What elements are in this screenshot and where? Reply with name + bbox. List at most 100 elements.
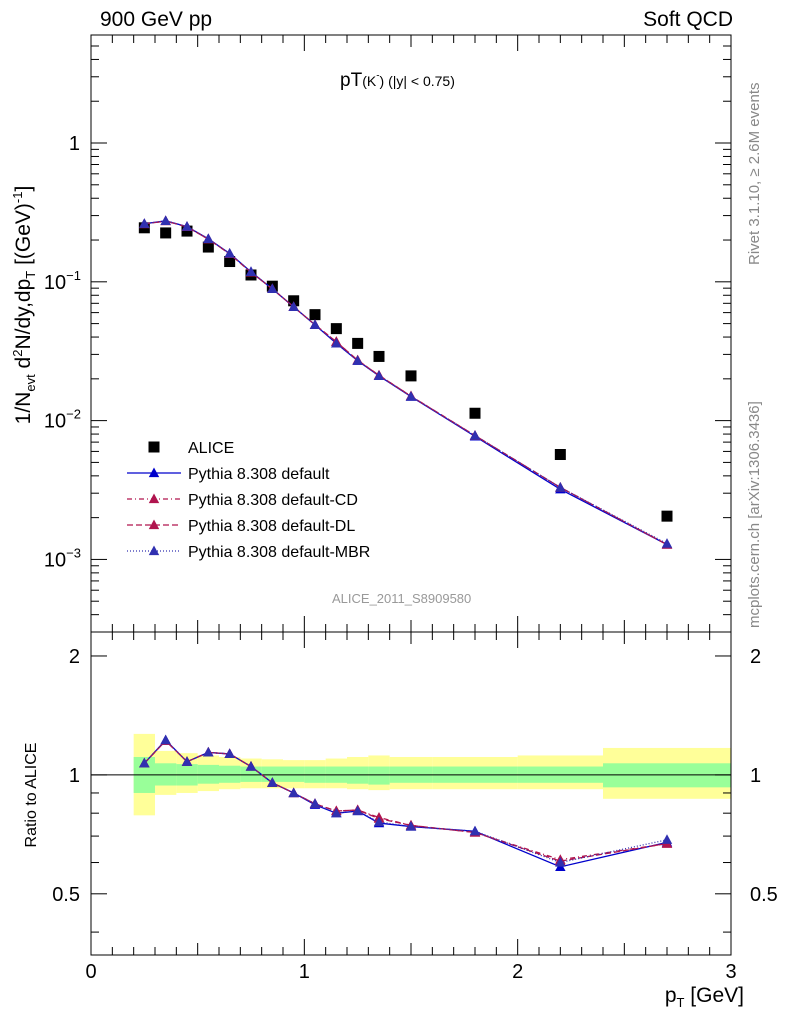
header-left-label: 900 GeV pp <box>100 8 213 31</box>
analysis-watermark: ALICE_2011_S8909580 <box>332 591 472 606</box>
ratio-plot-series <box>139 734 673 871</box>
data-point <box>309 309 321 321</box>
data-point <box>224 256 236 268</box>
main-y-tick-label: 10−3 <box>44 545 81 571</box>
series-marker <box>203 233 214 243</box>
ratio-y-tick-label-left: 1 <box>69 765 80 787</box>
legend-marker <box>148 467 160 478</box>
data-point <box>373 350 385 362</box>
legend-label: Pythia 8.308 default <box>188 466 330 483</box>
ratio-series-0 <box>139 734 673 871</box>
ratio-series-1 <box>139 735 673 864</box>
data-point <box>181 225 193 237</box>
ratio-band-stat <box>219 765 241 783</box>
legend-label: ALICE <box>188 440 234 457</box>
data-point <box>661 510 673 522</box>
series-marker <box>288 301 299 311</box>
series-marker <box>224 247 235 258</box>
main-y-axis-label: 1/Nevt d2N/dy,dpT [(GeV)-1] <box>10 185 39 425</box>
series-marker <box>139 218 150 228</box>
ratio-x-tick-label: 2 <box>512 961 523 983</box>
mcplots-reference-label: mcplots.cern.ch [arXiv:1306.3436] <box>746 401 763 628</box>
data-point <box>352 337 364 349</box>
ratio-series-3 <box>139 734 673 867</box>
data-point <box>469 407 481 419</box>
ratio-y-tick-label-right: 1 <box>750 765 761 787</box>
main-plot-series <box>138 215 673 549</box>
ratio-marker <box>224 748 235 759</box>
main-frame-rect <box>90 34 732 633</box>
series-marker <box>469 430 481 440</box>
ratio-band-stat <box>283 766 305 782</box>
ratio-x-tick-label: 0 <box>85 961 96 983</box>
ratio-marker <box>288 787 299 798</box>
rivet-version-label: Rivet 3.1.10, ≥ 2.6M events <box>746 82 763 266</box>
ratio-uncertainty-bands <box>133 733 731 816</box>
data-point <box>554 449 566 461</box>
series-line <box>144 220 668 546</box>
ratio-x-tick-label: 3 <box>725 961 736 983</box>
main-y-tick-label: 1 <box>69 133 80 155</box>
legend-marker <box>148 441 160 453</box>
legend-marker <box>148 545 160 556</box>
legend-label: Pythia 8.308 default-DL <box>188 518 355 535</box>
ratio-x-tick-label: 1 <box>299 961 310 983</box>
ratio-y-tick-label-left: 2 <box>69 646 80 668</box>
ratio-y-tick-label-right: 2 <box>750 646 761 668</box>
x-axis-label: pT [GeV] <box>664 984 744 1011</box>
legend: ALICE Pythia 8.308 default Pythia 8.308 de… <box>127 440 370 561</box>
ratio-marker <box>309 798 321 808</box>
data-point <box>160 227 172 239</box>
series-marker <box>160 215 171 225</box>
main-plot-title: pT(K-) (|y| < 0.75) <box>340 70 455 92</box>
ratio-marker <box>203 746 214 757</box>
legend-item-3: Pythia 8.308 default-DL <box>127 518 355 535</box>
legend-item-1: Pythia 8.308 default <box>127 466 330 483</box>
ratio-marker <box>555 857 566 867</box>
series-marker <box>352 355 363 365</box>
ratio-marker <box>245 761 257 771</box>
ratio-plot-ticks: 0 1 2 3 0.5 0.5 1 1 2 2 <box>52 632 778 983</box>
ratio-marker <box>661 834 673 844</box>
legend-item-0: ALICE <box>148 440 234 457</box>
main-plot-ticks: 1 10−1 10−2 10−3 <box>44 34 732 633</box>
ratio-y-tick-label-right: 0.5 <box>750 884 778 906</box>
ratio-line <box>143 739 668 862</box>
title-main: pT <box>340 70 363 91</box>
ratio-marker <box>352 805 363 816</box>
series-marker <box>181 221 193 231</box>
series-marker <box>331 337 342 348</box>
series-marker <box>245 266 257 276</box>
legend-label: Pythia 8.308 default-MBR <box>188 544 370 561</box>
title-sub: (K <box>362 73 377 89</box>
ratio-y-tick-label-left: 0.5 <box>52 884 80 906</box>
main-y-tick-label: 10−1 <box>44 268 81 294</box>
legend-marker <box>148 493 160 504</box>
series-marker <box>405 391 417 401</box>
legend-item-2: Pythia 8.308 default-CD <box>127 492 358 509</box>
header-right-label: Soft QCD <box>643 8 733 31</box>
data-point <box>288 295 300 307</box>
series-marker <box>267 283 278 293</box>
ratio-band-stat <box>197 764 219 784</box>
ratio-marker <box>139 757 150 768</box>
series-marker <box>309 319 321 329</box>
ratio-band-stat <box>368 766 390 785</box>
legend-marker <box>148 519 160 530</box>
title-rest: ) (|y| < 0.75) <box>379 73 455 89</box>
ratio-marker <box>469 825 481 836</box>
ratio-y-axis-label: Ratio to ALICE <box>23 742 40 848</box>
ratio-marker <box>331 807 342 818</box>
legend-label: Pythia 8.308 default-CD <box>188 492 358 509</box>
main-y-tick-label: 10−2 <box>44 407 81 433</box>
ratio-series-2 <box>139 735 673 866</box>
main-series-4 <box>139 215 673 548</box>
data-point <box>405 370 417 382</box>
ratio-marker <box>373 816 385 827</box>
series-marker <box>661 538 673 548</box>
ratio-marker <box>181 756 193 766</box>
legend-item-4: Pythia 8.308 default-MBR <box>127 544 370 561</box>
ratio-marker <box>267 777 278 787</box>
series-marker <box>555 481 566 492</box>
